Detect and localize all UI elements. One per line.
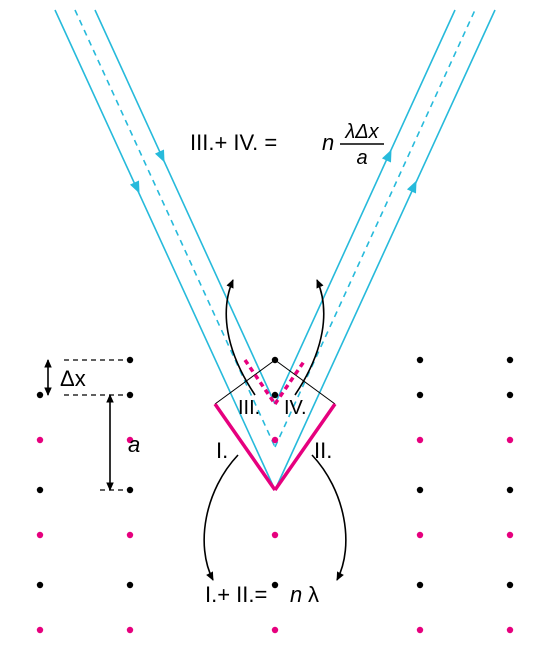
incident-ray: [275, 10, 495, 490]
lattice-atom-shifted: [417, 532, 423, 538]
incident-ray: [275, 10, 455, 404]
eq-top-num: λΔx: [344, 121, 379, 143]
lattice-atom: [37, 392, 43, 398]
ray-arrowhead: [155, 149, 169, 164]
lattice-atom: [272, 392, 278, 398]
ray-arrowhead: [407, 178, 421, 193]
lattice-atom: [417, 487, 423, 493]
scatterer-top-atom: [272, 357, 278, 363]
lattice-atom-shifted: [507, 437, 513, 443]
lattice-atom: [507, 582, 513, 588]
label-IV: IV.: [284, 397, 307, 419]
label-I: I.: [216, 438, 228, 463]
annotation-arrow-bot_from_I: [204, 455, 238, 580]
lattice-atom-shifted: [417, 437, 423, 443]
lattice-atom: [272, 582, 278, 588]
lattice-atom-shifted: [507, 532, 513, 538]
lattice-atom: [417, 357, 423, 363]
lattice-atom-shifted: [272, 532, 278, 538]
lattice-atom-shifted: [272, 437, 278, 443]
lattice-atom-shifted: [417, 627, 423, 633]
lattice-atom-shifted: [507, 627, 513, 633]
eq-bot-prefix: I.+ II.=: [205, 582, 267, 607]
eq-top-den: a: [356, 147, 367, 169]
ray-arrowhead: [130, 180, 144, 195]
label-a: a: [128, 432, 140, 457]
lattice-atom: [37, 582, 43, 588]
eq-top-prefix: III.+ IV. =: [190, 130, 277, 155]
lattice-atom-shifted: [37, 532, 43, 538]
label-dx: Δx: [60, 366, 86, 391]
lattice-atom-shifted: [37, 627, 43, 633]
lattice-atom: [507, 392, 513, 398]
label-II: II.: [314, 438, 332, 463]
lattice-atom-shifted: [127, 627, 133, 633]
lattice-atom: [507, 357, 513, 363]
lattice-atom-shifted: [272, 627, 278, 633]
lattice-atom: [507, 487, 513, 493]
lattice-atom-shifted: [37, 437, 43, 443]
annotation-arrow-bot_from_II: [312, 455, 346, 580]
ray-arrowhead: [382, 147, 396, 162]
lattice-atom-shifted: [127, 532, 133, 538]
label-III: III.: [238, 397, 260, 419]
lattice-atom: [417, 582, 423, 588]
lattice-atom: [417, 392, 423, 398]
incident-ray: [95, 10, 275, 404]
eq-bot-lambda: λ: [308, 582, 319, 607]
eq-top-n: n: [322, 130, 334, 155]
lattice-atom: [37, 487, 43, 493]
lattice-atom: [127, 582, 133, 588]
eq-bot-n: n: [290, 582, 302, 607]
